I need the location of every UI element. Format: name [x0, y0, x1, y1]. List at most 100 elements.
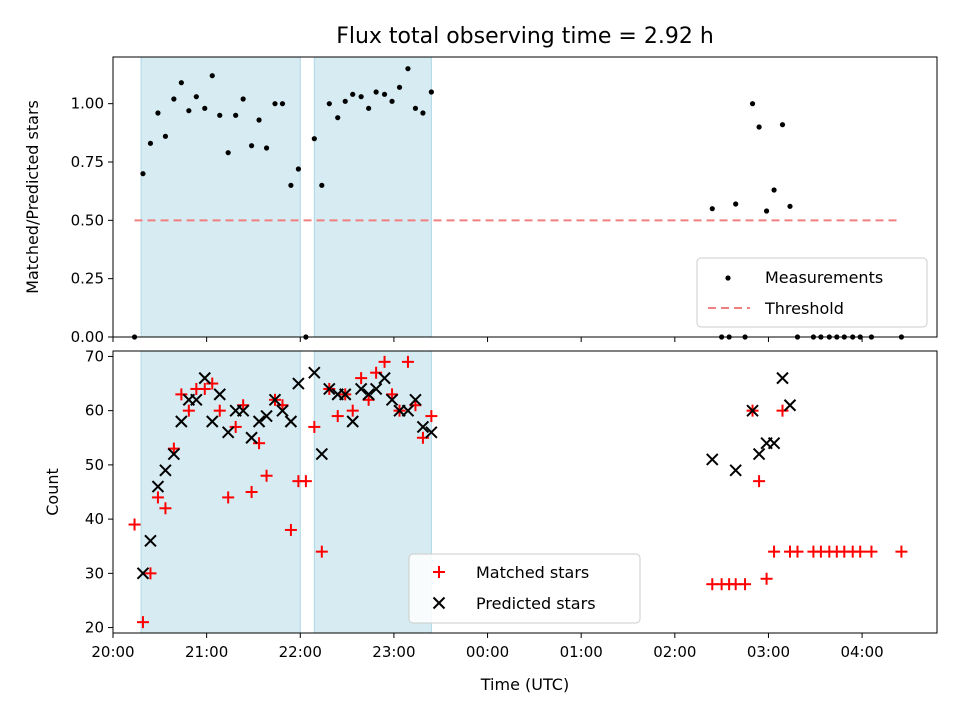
- matched-point: [167, 442, 180, 455]
- predicted-point: [416, 420, 430, 434]
- shaded-span-1: [313, 56, 432, 338]
- predicted-point: [308, 366, 321, 379]
- matched-point: [425, 410, 438, 423]
- predicted-point: [151, 480, 165, 493]
- measurement-point: [202, 105, 208, 111]
- measurement-point: [350, 91, 356, 97]
- predicted-point: [409, 393, 422, 407]
- measurement-point: [389, 98, 395, 104]
- measurement-point: [217, 112, 223, 118]
- measurement-point: [366, 105, 372, 111]
- matched-point: [315, 545, 328, 558]
- matched-point: [768, 545, 781, 558]
- top-x-ticks: [112, 337, 863, 342]
- y-tick-label: 0.75: [71, 153, 104, 171]
- predicted-point: [369, 382, 383, 396]
- y-tick-label: 30: [85, 564, 104, 582]
- predicted-point: [136, 567, 150, 580]
- measurement-point: [709, 206, 715, 212]
- x-tick-label: 04:00: [840, 643, 883, 661]
- predicted-point: [783, 399, 797, 412]
- x-tick-label: 23:00: [372, 643, 415, 661]
- measurement-point: [295, 166, 301, 172]
- matched-point: [753, 475, 766, 488]
- matched-point: [222, 491, 235, 504]
- legend-threshold-label: Threshold: [764, 299, 844, 318]
- matched-point: [401, 355, 414, 368]
- x-tick-label: 02:00: [653, 643, 696, 661]
- matched-point: [854, 545, 867, 558]
- measurement-point: [428, 89, 434, 95]
- matched-point: [739, 578, 752, 591]
- predicted-point: [706, 453, 719, 466]
- predicted-point: [746, 404, 759, 417]
- legend-plus: [433, 566, 445, 578]
- predicted-point: [292, 377, 305, 390]
- measurement-point: [178, 80, 184, 86]
- predicted-point: [401, 404, 415, 417]
- legend-predicted-label: Predicted stars: [476, 594, 596, 613]
- x-tick-label: 20:00: [91, 643, 134, 661]
- measurement-point: [756, 124, 762, 130]
- legend-matched-label: Matched stars: [476, 563, 589, 582]
- measurement-point: [358, 94, 364, 100]
- matched-point: [206, 377, 219, 390]
- measurement-point: [233, 112, 239, 118]
- bottom-axes-frame: [112, 350, 938, 634]
- predicted-point: [175, 415, 188, 428]
- bottom-y-ticks: 20 30 40 50 60 70: [85, 347, 113, 637]
- bottom-legend-box: [408, 553, 641, 624]
- measurement-point: [335, 115, 341, 121]
- bottom-panel: 20 30 40 50 60 70 20:00 21:00 22:00 23:00 00:00 01…: [43, 347, 938, 694]
- matched-point: [128, 518, 141, 531]
- predicted-point: [276, 404, 289, 417]
- y-tick-label: 60: [85, 402, 104, 420]
- matched-point: [308, 420, 321, 433]
- x-tick-label: 01:00: [560, 643, 603, 661]
- legend-measurements-marker: [725, 275, 731, 281]
- matched-point: [284, 523, 297, 536]
- predicted-point: [354, 382, 368, 396]
- measurement-point: [272, 101, 278, 107]
- matched-point: [346, 404, 359, 417]
- y-tick-label: 40: [85, 510, 104, 528]
- matched-point: [144, 567, 157, 580]
- predicted-point: [767, 436, 781, 450]
- measurement-point: [155, 110, 161, 116]
- measurement-point: [279, 101, 286, 107]
- legend-cross: [432, 596, 446, 610]
- matched-point: [253, 437, 266, 450]
- measurement-point: [373, 89, 379, 95]
- measurement-point: [326, 101, 332, 107]
- measurement-point: [412, 105, 419, 111]
- x-tick-label: 03:00: [747, 643, 790, 661]
- x-tick-label: 21:00: [185, 643, 228, 661]
- predicted-point: [213, 388, 226, 401]
- matched-point: [182, 404, 195, 417]
- matched-point: [386, 388, 399, 401]
- x-tick-label: 22:00: [279, 643, 322, 661]
- measurement-point: [420, 110, 426, 116]
- bottom-legend: Matched stars Predicted stars: [408, 553, 641, 624]
- legend-matched-marker: [433, 566, 445, 578]
- matched-point: [362, 393, 375, 406]
- matched-point: [159, 502, 172, 515]
- y-tick-label: 20: [85, 619, 104, 637]
- predicted-point: [362, 388, 375, 401]
- measurement-point: [248, 143, 255, 149]
- matched-point: [260, 469, 273, 482]
- top-shaded-spans: [140, 56, 432, 338]
- y-tick-label: 1.00: [71, 95, 104, 113]
- matched-point: [409, 399, 422, 412]
- matched-point: [760, 572, 773, 585]
- measurement-point: [342, 98, 348, 104]
- measurement-point: [405, 66, 411, 72]
- predicted-point: [378, 371, 391, 385]
- predicted-point: [221, 426, 235, 439]
- matched-point: [299, 475, 312, 488]
- matched-point: [776, 404, 789, 417]
- measurement-point: [381, 91, 388, 97]
- predicted-point: [167, 447, 181, 461]
- y-tick-label: 0.25: [71, 270, 104, 288]
- measurement-point: [396, 84, 403, 90]
